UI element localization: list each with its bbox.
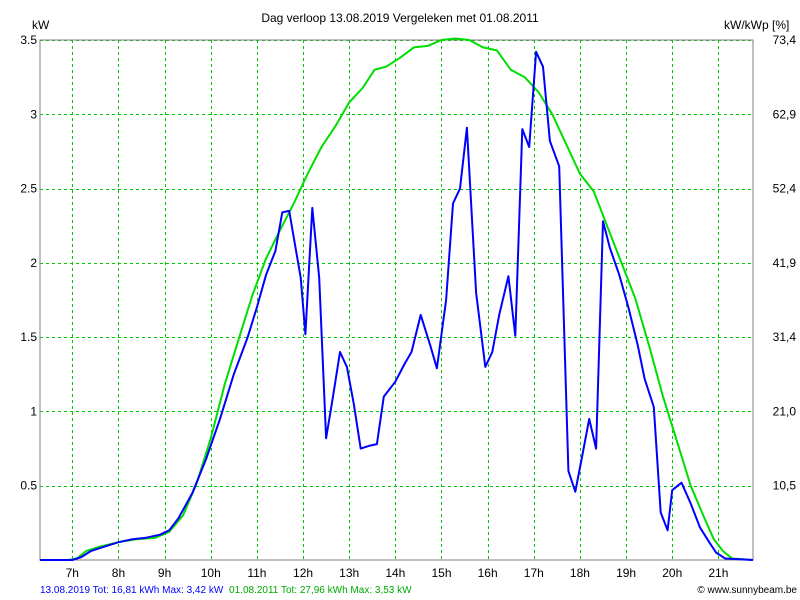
x-tick-label: 21h: [708, 566, 728, 580]
x-tick-label: 15h: [431, 566, 451, 580]
footer-legend: 13.08.2019 Tot: 16,81 kWh Max: 3,42 kW 0…: [40, 585, 412, 596]
x-tick-label: 13h: [339, 566, 359, 580]
right-tick-label: 10,5: [773, 479, 797, 493]
grid-lines: [40, 40, 753, 560]
left-tick-label: 2: [30, 256, 37, 270]
right-tick-label: 52,4: [773, 182, 797, 196]
x-tick-label: 18h: [570, 566, 590, 580]
right-tick-label: 31,4: [773, 330, 797, 344]
series-line-2: [40, 37, 754, 561]
right-axis: 10,5 21,0 31,4 41,9 52,4 62,9 73,4: [773, 33, 797, 493]
x-axis: 7h 8h 9h 10h 11h 12h 13h 14h 15h 16h 17h 18h 19h 20h 2…: [66, 566, 729, 580]
x-tick-label: 7h: [66, 566, 79, 580]
left-tick-label: 3.5: [20, 33, 37, 47]
left-axis-unit: kW: [32, 18, 50, 32]
legend-series-1: 13.08.2019 Tot: 16,81 kWh Max: 3,42 kW: [40, 585, 224, 596]
x-tick-label: 20h: [662, 566, 682, 580]
plot-frame: [39, 39, 754, 561]
right-tick-label: 73,4: [773, 33, 797, 47]
x-tick-label: 11h: [247, 566, 266, 580]
x-tick-label: 14h: [385, 566, 405, 580]
x-tick-label: 17h: [524, 566, 544, 580]
left-tick-label: 1.5: [20, 330, 37, 344]
right-tick-label: 41,9: [773, 256, 797, 270]
x-tick-label: 8h: [112, 566, 125, 580]
credit-text: © www.sunnybeam.be: [697, 585, 797, 596]
left-tick-label: 0.5: [20, 479, 37, 493]
left-tick-label: 2.5: [20, 182, 37, 196]
right-tick-label: 62,9: [773, 107, 797, 121]
x-tick-label: 9h: [158, 566, 171, 580]
chart-title: Dag verloop 13.08.2019 Vergeleken met 01…: [261, 11, 539, 25]
left-axis: 0.5 1 1.5 2 2.5 3 3.5: [20, 33, 37, 493]
right-tick-label: 21,0: [773, 404, 797, 418]
series-line-1: [40, 50, 754, 561]
x-tick-label: 12h: [293, 566, 313, 580]
x-tick-label: 10h: [201, 566, 221, 580]
series-lines: [40, 37, 754, 561]
left-tick-label: 1: [30, 404, 37, 418]
legend-series-2: 01.08.2011 Tot: 27,96 kWh Max: 3,53 kW: [229, 585, 412, 596]
left-tick-label: 3: [30, 107, 37, 121]
right-axis-unit: kW/kWp [%]: [724, 18, 789, 32]
x-tick-label: 16h: [478, 566, 498, 580]
x-tick-label: 19h: [616, 566, 636, 580]
